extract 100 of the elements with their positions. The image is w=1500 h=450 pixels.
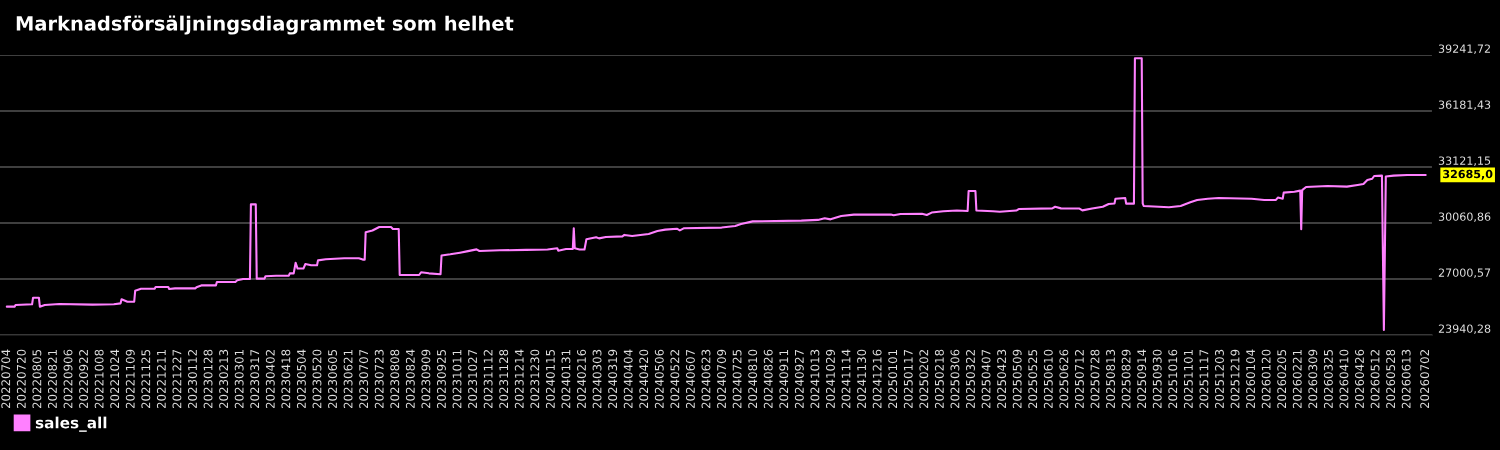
x-tick-label: 20230112	[188, 350, 197, 409]
y-tick-label: 30060,86	[1438, 212, 1491, 222]
x-tick-label: 20220922	[79, 350, 89, 409]
x-tick-label: 20221109	[125, 349, 135, 409]
x-tick-label: 20250117	[903, 349, 913, 409]
x-tick-label: 20260613	[1401, 349, 1411, 409]
x-tick-label: 20240404	[623, 349, 633, 409]
x-tick-label: 20230824	[405, 349, 415, 409]
x-tick-label: 20230317	[250, 349, 260, 409]
x-tick-label: 20251203	[1214, 349, 1224, 409]
x-tick-label: 20251101	[1183, 349, 1193, 409]
x-tick-label: 20260325	[1323, 349, 1333, 409]
x-tick-label: 20250712	[1074, 350, 1084, 409]
x-tick-label: 20250101	[888, 349, 898, 409]
x-tick-label: 20230418	[281, 349, 291, 409]
x-tick-label: 20260528	[1386, 349, 1396, 409]
x-tick-label: 20241013	[810, 349, 820, 409]
annotation: 32685,0	[1443, 169, 1493, 180]
x-tick-label: 20260702	[1420, 350, 1430, 409]
x-tick-label: 20230707	[359, 349, 369, 409]
x-tick-label: 20260512	[1370, 350, 1380, 409]
x-tick-label: 20240420	[639, 349, 649, 409]
x-tick-label: 20260309	[1308, 349, 1318, 409]
x-tick-label: 20231128	[499, 349, 509, 409]
x-tick-label: 20250914	[1137, 349, 1147, 409]
x-tick-label: 20250322	[966, 350, 975, 409]
y-tick-label: 33121,15	[1438, 156, 1491, 166]
x-tick-label: 20240319	[608, 349, 618, 409]
x-tick-label: 20240927	[794, 349, 804, 409]
x-tick-label: 20250306	[950, 349, 960, 409]
legend-label: sales_all	[35, 416, 107, 432]
x-tick-label: 20221008	[94, 349, 104, 409]
x-tick-label: 20241114	[841, 349, 851, 409]
x-tick-label: 20240522	[670, 350, 680, 409]
x-tick-label: 20220805	[32, 349, 42, 409]
x-tick-label: 20240810	[748, 349, 758, 409]
x-tick-label: 20240623	[701, 349, 711, 409]
x-tick-label: 20250525	[1028, 349, 1038, 409]
x-tick-label: 20240303	[592, 349, 602, 409]
x-tick-label: 20260104	[1246, 349, 1256, 409]
x-tick-label: 20230925	[436, 349, 446, 409]
x-tick-label: 20230213	[219, 349, 229, 409]
x-tick-label: 20240709	[717, 349, 726, 409]
x-tick-label: 20230520	[312, 349, 322, 409]
x-tick-label: 20250218	[934, 349, 944, 409]
x-tick-label: 20240725	[732, 349, 742, 409]
x-tick-label: 20251016	[1168, 349, 1178, 409]
x-tick-label: 20260120	[1261, 349, 1271, 409]
x-tick-label: 20250930	[1152, 349, 1162, 409]
x-tick-label: 20230605	[328, 349, 337, 409]
x-tick-label: 20250202	[919, 350, 929, 409]
x-tick-label: 20260221	[1292, 349, 1302, 409]
x-tick-label: 20241130	[857, 349, 867, 409]
y-tick-label: 36181,43	[1438, 100, 1491, 110]
x-tick-label: 20250407	[981, 349, 991, 409]
x-tick-label: 20220720	[16, 349, 26, 409]
x-tick-label: 20250829	[1121, 349, 1131, 409]
x-tick-label: 20230723	[374, 349, 384, 409]
x-tick-label: 20230301	[234, 349, 244, 409]
x-tick-label: 20250610	[1043, 349, 1053, 409]
chart-title: Marknadsförsäljningsdiagrammet som helhet	[16, 15, 514, 35]
x-tick-label: 20240911	[779, 349, 789, 409]
x-tick-label: 20220704	[1, 349, 11, 409]
x-tick-label: 20231112	[483, 350, 493, 409]
y-tick-label: 27000,57	[1438, 268, 1491, 278]
x-tick-label: 20230808	[390, 349, 400, 409]
y-tick-label: 23940,28	[1438, 324, 1491, 334]
x-tick-label: 20231214	[514, 349, 524, 409]
x-tick-label: 20230402	[265, 350, 275, 409]
x-tick-label: 20230621	[343, 349, 353, 409]
x-tick-label: 20230128	[203, 349, 213, 409]
x-tick-label: 20250509	[1012, 349, 1022, 409]
x-tick-label: 20250728	[1090, 349, 1100, 409]
x-tick-label: 20231230	[530, 349, 540, 409]
x-tick-label: 20231011	[452, 349, 462, 409]
x-tick-label: 20221024	[110, 349, 120, 409]
x-tick-label: 20240216	[577, 349, 586, 409]
x-tick-label: 20260410	[1339, 349, 1349, 409]
y-tick-label: 39241,72	[1438, 44, 1490, 54]
x-tick-label: 20241216	[872, 349, 882, 409]
x-tick-label: 20251219	[1230, 349, 1240, 409]
x-tick-label: 20240506	[654, 349, 664, 409]
x-tick-label: 20240131	[561, 349, 571, 409]
x-tick-label: 20250813	[1106, 349, 1115, 409]
x-tick-label: 20240115	[545, 349, 555, 409]
x-tick-label: 20220906	[63, 349, 73, 409]
x-tick-label: 20260205	[1277, 349, 1287, 409]
x-tick-label: 20251117	[1199, 349, 1209, 409]
x-tick-label: 20250626	[1059, 349, 1069, 409]
x-tick-label: 20260426	[1355, 349, 1364, 409]
x-tick-label: 20231027	[468, 349, 478, 409]
x-tick-label: 20230504	[296, 349, 306, 409]
x-tick-label: 20241029	[825, 349, 835, 409]
x-tick-label: 20221125	[141, 349, 151, 409]
x-tick-label: 20221227	[172, 349, 182, 409]
x-tick-label: 20220821	[47, 349, 57, 409]
x-tick-label: 20240826	[763, 349, 773, 409]
x-tick-label: 20221211	[156, 349, 166, 409]
x-tick-label: 20240607	[685, 349, 695, 409]
x-tick-label: 20250423	[997, 349, 1007, 409]
